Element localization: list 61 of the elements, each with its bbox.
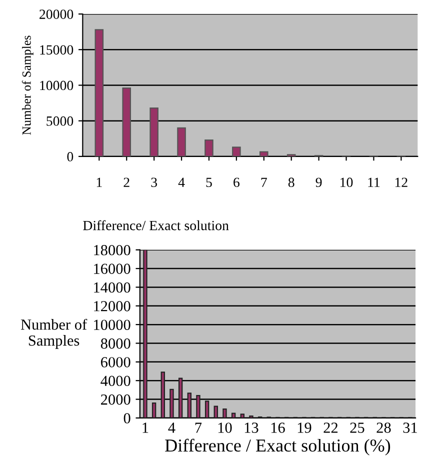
- y-tick-label: 2000: [101, 394, 130, 405]
- y-tick-label: 10000: [40, 80, 74, 90]
- bar: [214, 406, 218, 418]
- x-tick-label: 31: [403, 422, 417, 433]
- y-axis-title: Number of Samples: [20, 318, 88, 349]
- bar: [178, 378, 183, 418]
- x-tick-label: 19: [298, 422, 312, 433]
- y-tick-label: 6000: [100, 357, 130, 368]
- x-tick-label: 13: [244, 422, 258, 433]
- bar: [160, 372, 165, 418]
- x-axis-title: Difference/ Exact solution: [83, 220, 229, 230]
- x-tick-label: 4: [178, 178, 185, 187]
- bar: [204, 400, 210, 418]
- bar: [94, 29, 104, 156]
- y-tick-label: 8000: [100, 338, 130, 349]
- y-tick-label: 20000: [40, 10, 74, 19]
- y-tick-label: 5000: [46, 116, 74, 126]
- bar: [259, 151, 268, 156]
- y-axis-title: Number of Samples: [22, 36, 34, 135]
- y-tick-label: 10000: [94, 320, 130, 330]
- y-tick-label: 16000: [94, 264, 130, 274]
- y-tick-label: 15000: [40, 45, 74, 55]
- y-tick-label: 0: [124, 413, 130, 424]
- bar: [122, 88, 132, 156]
- x-tick-label: 6: [234, 178, 240, 188]
- bar: [196, 394, 200, 418]
- x-tick-label: 5: [206, 178, 212, 188]
- x-tick-label: 11: [368, 178, 380, 187]
- x-tick-label: 12: [395, 178, 408, 187]
- x-tick-label: 2: [124, 178, 130, 187]
- bar: [177, 127, 186, 156]
- x-tick-label: 1: [96, 178, 102, 187]
- bar: [150, 107, 158, 156]
- bar: [143, 250, 148, 418]
- x-tick-label: 28: [376, 422, 391, 433]
- x-tick-label: 1: [142, 422, 148, 433]
- bar: [240, 414, 244, 418]
- x-tick-label: 10: [340, 178, 353, 188]
- x-tick-label: 9: [316, 178, 322, 188]
- bar: [170, 388, 174, 418]
- bar: [232, 146, 241, 156]
- x-tick-label: 16: [271, 422, 285, 433]
- y-tick-label: 0: [67, 152, 74, 162]
- x-tick-label: 7: [195, 422, 202, 433]
- y-tick-label: 4000: [100, 376, 130, 386]
- x-tick-label: 25: [350, 422, 364, 433]
- bar: [152, 402, 156, 418]
- y-tick-label: 12000: [94, 301, 130, 312]
- x-tick-label: 8: [288, 178, 294, 188]
- y-tick-label: 14000: [94, 282, 130, 293]
- bar: [231, 412, 236, 418]
- x-tick-label: 22: [324, 422, 338, 433]
- x-tick-label: 4: [168, 422, 176, 433]
- x-tick-label: 3: [151, 178, 157, 188]
- x-tick-label: 10: [218, 422, 232, 433]
- y-tick-label: 18000: [94, 244, 130, 256]
- x-tick-label: 7: [261, 178, 267, 187]
- x-axis-title: Difference / Exact solution (%): [165, 438, 390, 456]
- bar: [204, 140, 214, 156]
- bar: [222, 408, 227, 418]
- bar: [187, 392, 192, 418]
